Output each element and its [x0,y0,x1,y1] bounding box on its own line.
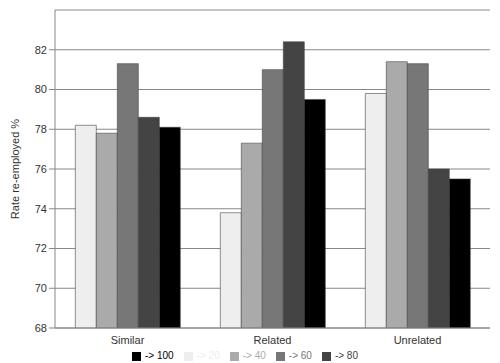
html-text:-> 60: -> 60 [288,350,312,361]
html-text:-> 20: -> 20 [196,350,220,361]
svg-text:72: 72 [35,242,47,254]
html-text:-> 80: -> 80 [334,350,358,361]
svg-text:74: 74 [35,203,47,215]
svg-text:78: 78 [35,123,47,135]
svg-text:Related: Related [254,334,292,346]
html-text:-> 100: -> 100 [145,350,174,361]
svg-text:70: 70 [35,282,47,294]
svg-text:80: 80 [35,83,47,95]
svg-text:82: 82 [35,44,47,56]
html-text:-> 40: -> 40 [242,350,266,361]
svg-text:Similar: Similar [111,334,145,346]
svg-text:68: 68 [35,322,47,334]
svg-text:Rate re-employed %: Rate re-employed % [9,119,21,219]
svg-text:76: 76 [35,163,47,175]
svg-text:Unrelated: Unrelated [394,334,442,346]
